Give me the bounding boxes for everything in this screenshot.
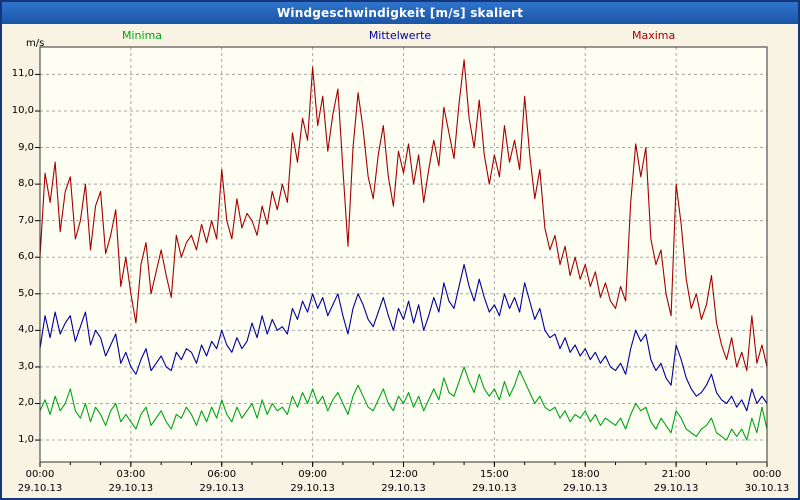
page-title: Windgeschwindigkeit [m/s] skaliert [276, 6, 524, 20]
y-tick-label: 4,0 [18, 324, 34, 336]
x-tick-label: 00:00 29.10.13 [18, 469, 63, 495]
y-tick-label: 3,0 [18, 360, 34, 372]
x-tick-date: 29.10.13 [199, 483, 245, 494]
x-tick-time: 00:00 [752, 469, 782, 480]
x-tick-date: 29.10.13 [108, 483, 154, 494]
wind-speed-chart [35, 46, 768, 467]
x-tick-label: 00:00 30.10.13 [745, 469, 790, 495]
x-tick-date: 29.10.13 [562, 483, 608, 494]
y-tick-label: 11,0 [11, 68, 34, 80]
x-tick-date: 29.10.13 [472, 483, 517, 494]
title-bar: Windgeschwindigkeit [m/s] skaliert [2, 2, 798, 24]
x-tick-date: 29.10.13 [653, 483, 699, 494]
x-tick-label: 21:00 29.10.13 [654, 469, 699, 495]
x-tick-label: 15:00 29.10.13 [472, 469, 517, 495]
x-tick-time: 06:00 [207, 469, 237, 480]
y-tick-label: 6,0 [18, 251, 34, 263]
x-tick-time: 21:00 [661, 469, 691, 480]
series-mittelwerte [39, 264, 768, 412]
x-tick-date: 29.10.13 [17, 483, 63, 494]
series-maxima [39, 59, 768, 372]
x-tick-label: 12:00 29.10.13 [381, 469, 426, 495]
x-tick-label: 09:00 29.10.13 [290, 469, 335, 495]
x-tick-date: 30.10.13 [744, 483, 790, 494]
legend-maxima: Maxima [632, 29, 676, 42]
y-tick-label: 9,0 [18, 141, 34, 153]
x-tick-time: 18:00 [570, 469, 600, 480]
x-tick-time: 15:00 [479, 469, 509, 480]
x-tick-label: 06:00 29.10.13 [199, 469, 244, 495]
y-tick-label: 1,0 [18, 434, 34, 446]
plot-area [40, 47, 767, 462]
y-tick-label: 2,0 [18, 397, 34, 409]
x-tick-time: 00:00 [25, 469, 55, 480]
plot-frame [39, 46, 768, 463]
x-tick-time: 03:00 [116, 469, 146, 480]
x-tick-label: 18:00 29.10.13 [563, 469, 608, 495]
x-tick-date: 29.10.13 [290, 483, 335, 494]
y-tick-label: 10,0 [11, 104, 34, 116]
y-axis-unit-label: m/s [26, 38, 45, 49]
y-tick-label: 5,0 [18, 287, 34, 299]
series-minima [39, 366, 768, 441]
y-tick-label: 8,0 [18, 178, 34, 190]
y-tick-label: 7,0 [18, 214, 34, 226]
x-tick-date: 29.10.13 [381, 483, 426, 494]
x-tick-time: 09:00 [298, 469, 328, 480]
legend-minima: Minima [122, 29, 163, 42]
legend-mittelwerte: Mittelwerte [368, 29, 432, 42]
x-tick-label: 03:00 29.10.13 [109, 469, 154, 495]
x-tick-time: 12:00 [389, 469, 418, 480]
